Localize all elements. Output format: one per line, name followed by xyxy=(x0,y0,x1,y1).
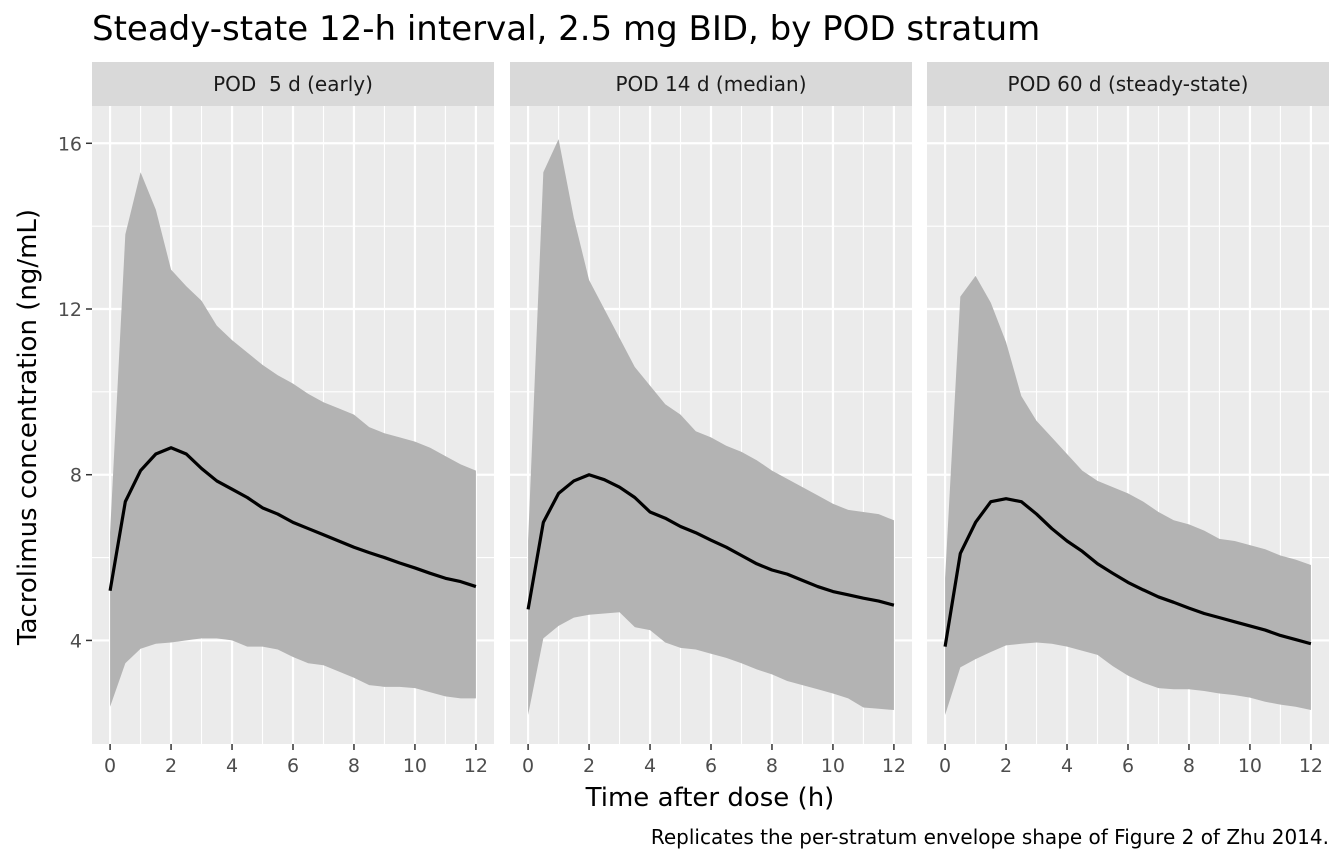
x-tick-label: 8 xyxy=(766,755,778,777)
confidence-ribbon xyxy=(110,172,476,707)
facet-strip xyxy=(510,62,912,106)
confidence-ribbon xyxy=(945,275,1311,715)
x-tick-label: 12 xyxy=(464,755,488,777)
facet-strip-label: POD 5 d (early) xyxy=(213,72,373,96)
median-line xyxy=(108,446,477,591)
x-axis: 0 2 4 6 8 10 12 xyxy=(522,744,906,777)
panel-1: POD 5 d (early) 0 2 4 6 8 10 12 xyxy=(92,62,494,777)
x-axis-title: Time after dose (h) xyxy=(585,783,835,813)
facet-strip-label: POD 14 d (median) xyxy=(616,72,807,96)
x-tick-label: 10 xyxy=(1238,755,1262,777)
y-tick-label: 4 xyxy=(70,630,82,652)
x-tick-label: 8 xyxy=(348,755,360,777)
facet-strip xyxy=(927,62,1329,106)
y-axis-title: Tacrolimus concentration (ng/mL) xyxy=(13,209,43,646)
panel-3: POD 60 d (steady-state) 0 2 4 6 8 10 12 xyxy=(927,62,1329,777)
x-tick-label: 4 xyxy=(1061,755,1073,777)
facet-strip-label: POD 60 d (steady-state) xyxy=(1008,72,1249,96)
median-line xyxy=(526,473,895,610)
x-tick-label: 2 xyxy=(1000,755,1012,777)
panel-2: POD 14 d (median) 0 2 4 6 8 10 12 xyxy=(510,62,912,777)
x-tick-label: 12 xyxy=(882,755,906,777)
x-tick-label: 2 xyxy=(583,755,595,777)
confidence-ribbon xyxy=(528,139,894,715)
x-tick-label: 0 xyxy=(522,755,534,777)
x-tick-label: 10 xyxy=(821,755,845,777)
y-tick-label: 12 xyxy=(58,299,82,321)
y-axis: 4 8 12 16 xyxy=(58,133,92,652)
x-tick-label: 2 xyxy=(165,755,177,777)
y-tick-label: 16 xyxy=(58,133,82,155)
x-tick-label: 6 xyxy=(705,755,717,777)
median-line xyxy=(943,497,1312,647)
chart-title: Steady-state 12-h interval, 2.5 mg BID, … xyxy=(92,9,1040,49)
y-tick-label: 8 xyxy=(70,465,82,487)
x-tick-label: 4 xyxy=(226,755,238,777)
x-tick-label: 10 xyxy=(403,755,427,777)
x-tick-label: 0 xyxy=(104,755,116,777)
x-tick-label: 12 xyxy=(1299,755,1323,777)
x-tick-label: 4 xyxy=(644,755,656,777)
facet-strip xyxy=(92,62,494,106)
x-tick-label: 0 xyxy=(939,755,951,777)
caption: Replicates the per-stratum envelope shap… xyxy=(651,825,1329,849)
x-axis: 0 2 4 6 8 10 12 xyxy=(939,744,1323,777)
x-tick-label: 6 xyxy=(287,755,299,777)
x-tick-label: 6 xyxy=(1122,755,1134,777)
x-tick-label: 8 xyxy=(1183,755,1195,777)
x-axis: 0 2 4 6 8 10 12 xyxy=(104,744,488,777)
